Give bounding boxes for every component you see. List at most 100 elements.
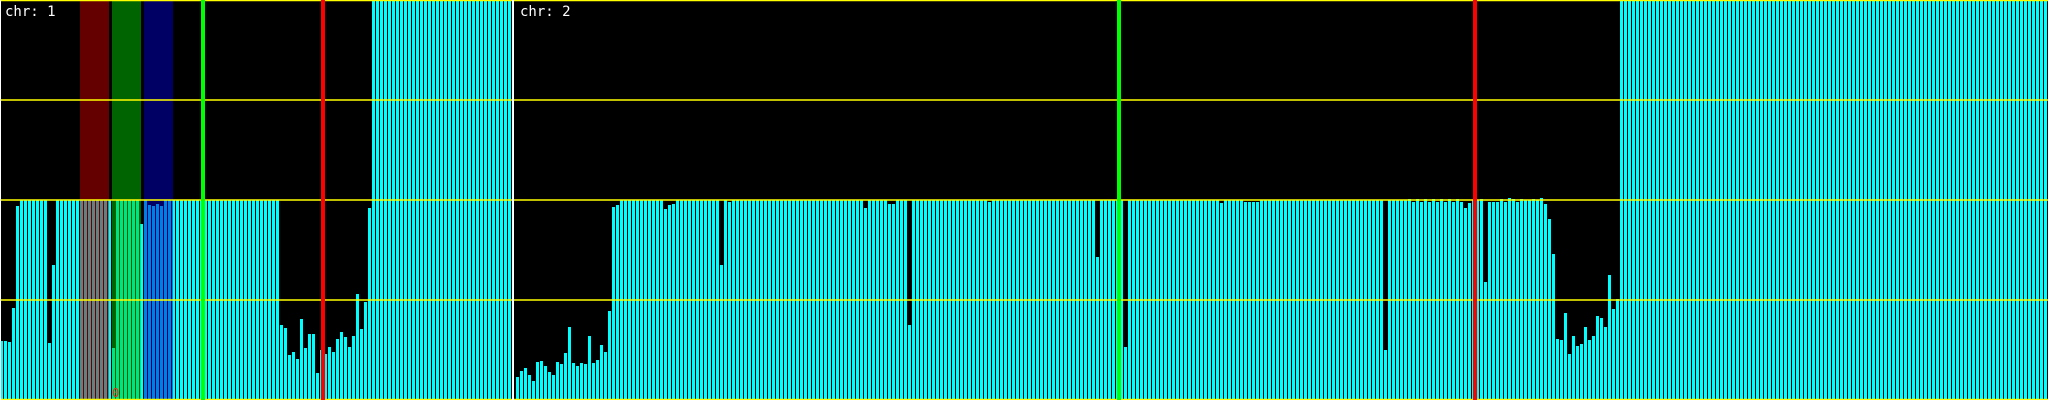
bar-chr2 [1540, 198, 1543, 400]
bar-chr2 [612, 207, 615, 400]
bar-chr2 [1484, 282, 1487, 400]
bar-chr2 [1412, 202, 1415, 400]
bar-chr2 [560, 364, 563, 400]
bar-chr2 [572, 363, 575, 400]
bar-chr1 [304, 348, 307, 400]
marker-red-line [321, 0, 325, 400]
bin-annotation: 0 [112, 386, 119, 400]
bar-chr1 [300, 319, 303, 400]
bar-chr2 [576, 366, 579, 400]
bar-chr2 [1576, 346, 1579, 400]
bar-chr2 [1548, 219, 1551, 400]
bar-chr2 [1584, 327, 1587, 400]
bar-chr2 [1452, 202, 1455, 400]
bar-chr2 [888, 204, 891, 400]
markers-layer [201, 0, 1477, 400]
bar-chr2 [516, 377, 519, 400]
bar-chr2 [1588, 340, 1591, 400]
bar-chr2 [1572, 336, 1575, 400]
bar-chr2 [580, 363, 583, 400]
bar-chr2 [1504, 202, 1507, 400]
bar-chr1 [340, 332, 343, 400]
bar-chr2 [1560, 340, 1563, 400]
bar-chr2 [1596, 316, 1599, 400]
bar-chr2 [988, 202, 991, 400]
bar-chr2 [524, 368, 527, 400]
bar-chr2 [728, 202, 731, 400]
bar-chr1 [52, 265, 55, 400]
bar-chr2 [552, 375, 555, 400]
bar-chr1 [360, 329, 363, 400]
bar-chr1 [8, 342, 11, 400]
bar-chr2 [520, 371, 523, 400]
bar-chr2 [596, 360, 599, 400]
bar-chr2 [1428, 202, 1431, 400]
bar-chr2 [1592, 336, 1595, 400]
bar-chr2 [1252, 202, 1255, 400]
bar-chr1 [292, 352, 295, 400]
bar-chr2 [1248, 202, 1251, 400]
bar-chr2 [1444, 202, 1447, 400]
bar-chr2 [588, 336, 591, 400]
bar-chr1 [48, 343, 51, 400]
chromosome-separators [0, 0, 514, 400]
bar-chr2 [1568, 354, 1571, 400]
bar-chr2 [1124, 347, 1127, 400]
bar-chr2 [1244, 202, 1247, 400]
bar-chr2 [1096, 257, 1099, 400]
bar-chr2 [1544, 204, 1547, 400]
bar-chr2 [536, 362, 539, 400]
bar-chr2 [1420, 202, 1423, 400]
bar-chr2 [1384, 350, 1387, 400]
bar-chr2 [600, 345, 603, 400]
bar-chr1 [348, 347, 351, 400]
bar-chr1 [316, 373, 319, 400]
bar-chr2 [1616, 299, 1619, 400]
marker-green-line [201, 0, 205, 400]
bar-chr1 [368, 208, 371, 400]
bar-chr1 [328, 347, 331, 400]
bar-chr2 [1556, 339, 1559, 400]
bar-chr2 [1436, 202, 1439, 400]
bar-chr2 [1496, 202, 1499, 400]
bar-chr1 [280, 325, 283, 400]
bar-chr2 [556, 362, 559, 400]
bar-chr1 [336, 339, 339, 400]
bar-chr2 [1256, 202, 1259, 400]
bar-chr2 [1600, 318, 1603, 400]
marker-green-line [1117, 0, 1121, 400]
bar-chr2 [540, 361, 543, 400]
bar-chr2 [664, 209, 667, 400]
bar-chr2 [1580, 344, 1583, 400]
bar-chr1 [356, 294, 359, 400]
bar-chr2 [608, 311, 611, 400]
bar-chr2 [892, 204, 895, 400]
bar-chr1 [140, 224, 143, 400]
bar-chr2 [1460, 202, 1463, 400]
bar-chr2 [1508, 198, 1511, 400]
marker-red-line [1473, 0, 1477, 400]
bar-chr1 [332, 352, 335, 400]
bar-chr2 [1552, 254, 1555, 400]
bar-chr2 [604, 352, 607, 400]
bar-chr2 [672, 204, 675, 400]
bar-chr2 [592, 363, 595, 400]
bar-chr1 [0, 341, 3, 400]
bar-chr1 [288, 355, 291, 400]
bar-chr2 [720, 265, 723, 400]
bar-chr2 [532, 381, 535, 400]
bar-chr2 [1488, 202, 1491, 400]
bar-chr1 [4, 341, 7, 400]
left-border [0, 0, 1, 400]
bar-chr1 [344, 337, 347, 400]
bar-chr2 [528, 375, 531, 400]
bar-chr1 [324, 354, 327, 400]
bar-chr2 [1220, 203, 1223, 400]
bar-chr1 [12, 308, 15, 400]
chromosome-separator [512, 0, 514, 400]
chromosome-label-1: chr: 1 [5, 4, 56, 20]
bar-chr2 [616, 205, 619, 400]
chromosome-label-2: chr: 2 [520, 4, 571, 20]
bar-chr2 [1468, 203, 1471, 400]
